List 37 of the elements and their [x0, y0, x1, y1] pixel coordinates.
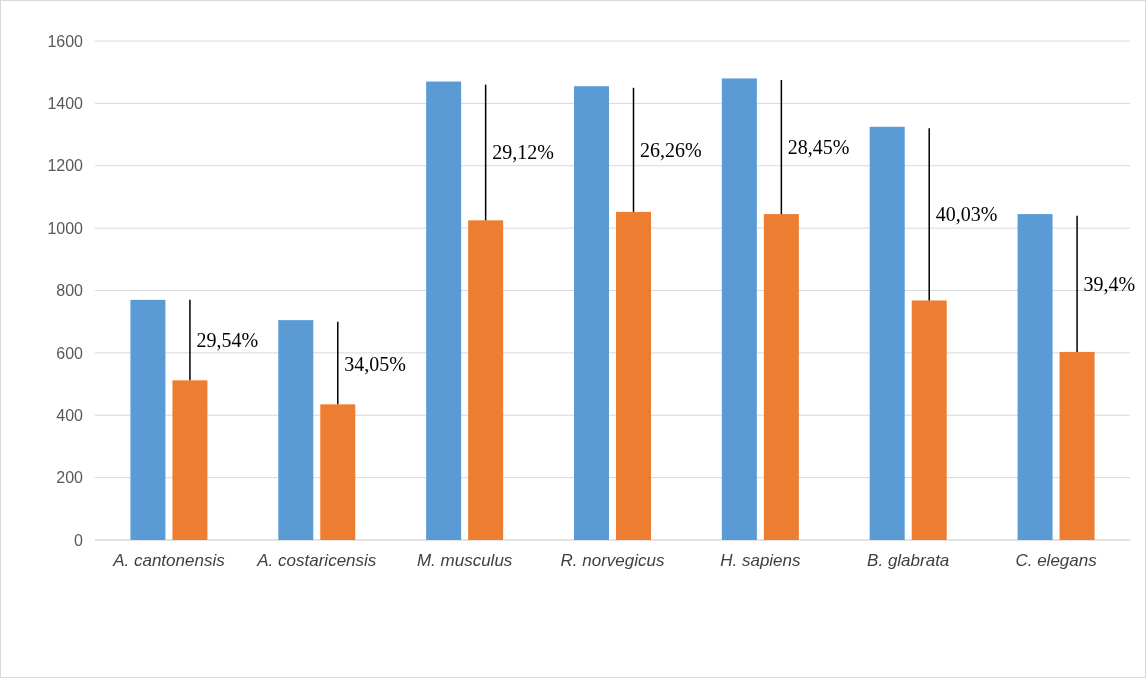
annotation: 34,05% — [344, 352, 406, 375]
bar — [278, 320, 314, 540]
x-tick-label: C. elegans — [1015, 551, 1098, 571]
bar — [130, 299, 166, 540]
bar — [1059, 351, 1095, 540]
annotation: 39,4% — [1083, 273, 1136, 296]
bar — [320, 404, 356, 540]
x-tick-label: M. musculus — [416, 551, 513, 571]
bar — [426, 81, 462, 540]
y-tick-label: 200 — [56, 469, 84, 487]
x-tick-label: A. cantonensis — [112, 551, 226, 571]
bar — [468, 220, 504, 540]
annotation: 26,26% — [640, 139, 702, 162]
y-tick-label: 0 — [74, 531, 84, 549]
y-tick-label: 400 — [56, 406, 84, 424]
y-tick-label: 600 — [56, 344, 84, 362]
y-tick-label: 1400 — [47, 95, 84, 112]
y-tick-label: 1200 — [47, 157, 84, 175]
y-tick-label: 1600 — [47, 32, 84, 50]
x-tick-label: A. costaricensis — [256, 551, 377, 571]
annotation: 40,03% — [935, 203, 998, 226]
annotation: 28,45% — [787, 136, 850, 159]
x-tick-label: H. sapiens — [720, 551, 802, 571]
bar — [763, 214, 799, 540]
y-tick-label: 800 — [56, 282, 84, 300]
bar — [574, 86, 609, 540]
y-tick-label: 1000 — [47, 219, 84, 237]
x-tick-label: B. glabrata — [867, 551, 950, 571]
annotation: 29,12% — [492, 140, 554, 163]
bar — [172, 380, 208, 540]
bar — [721, 78, 757, 540]
bar — [1017, 214, 1053, 540]
bar — [616, 211, 651, 540]
annotation: 29,54% — [196, 329, 259, 352]
x-tick-label: R. norvegicus — [560, 551, 665, 571]
bar — [869, 126, 905, 540]
bar — [911, 300, 947, 540]
